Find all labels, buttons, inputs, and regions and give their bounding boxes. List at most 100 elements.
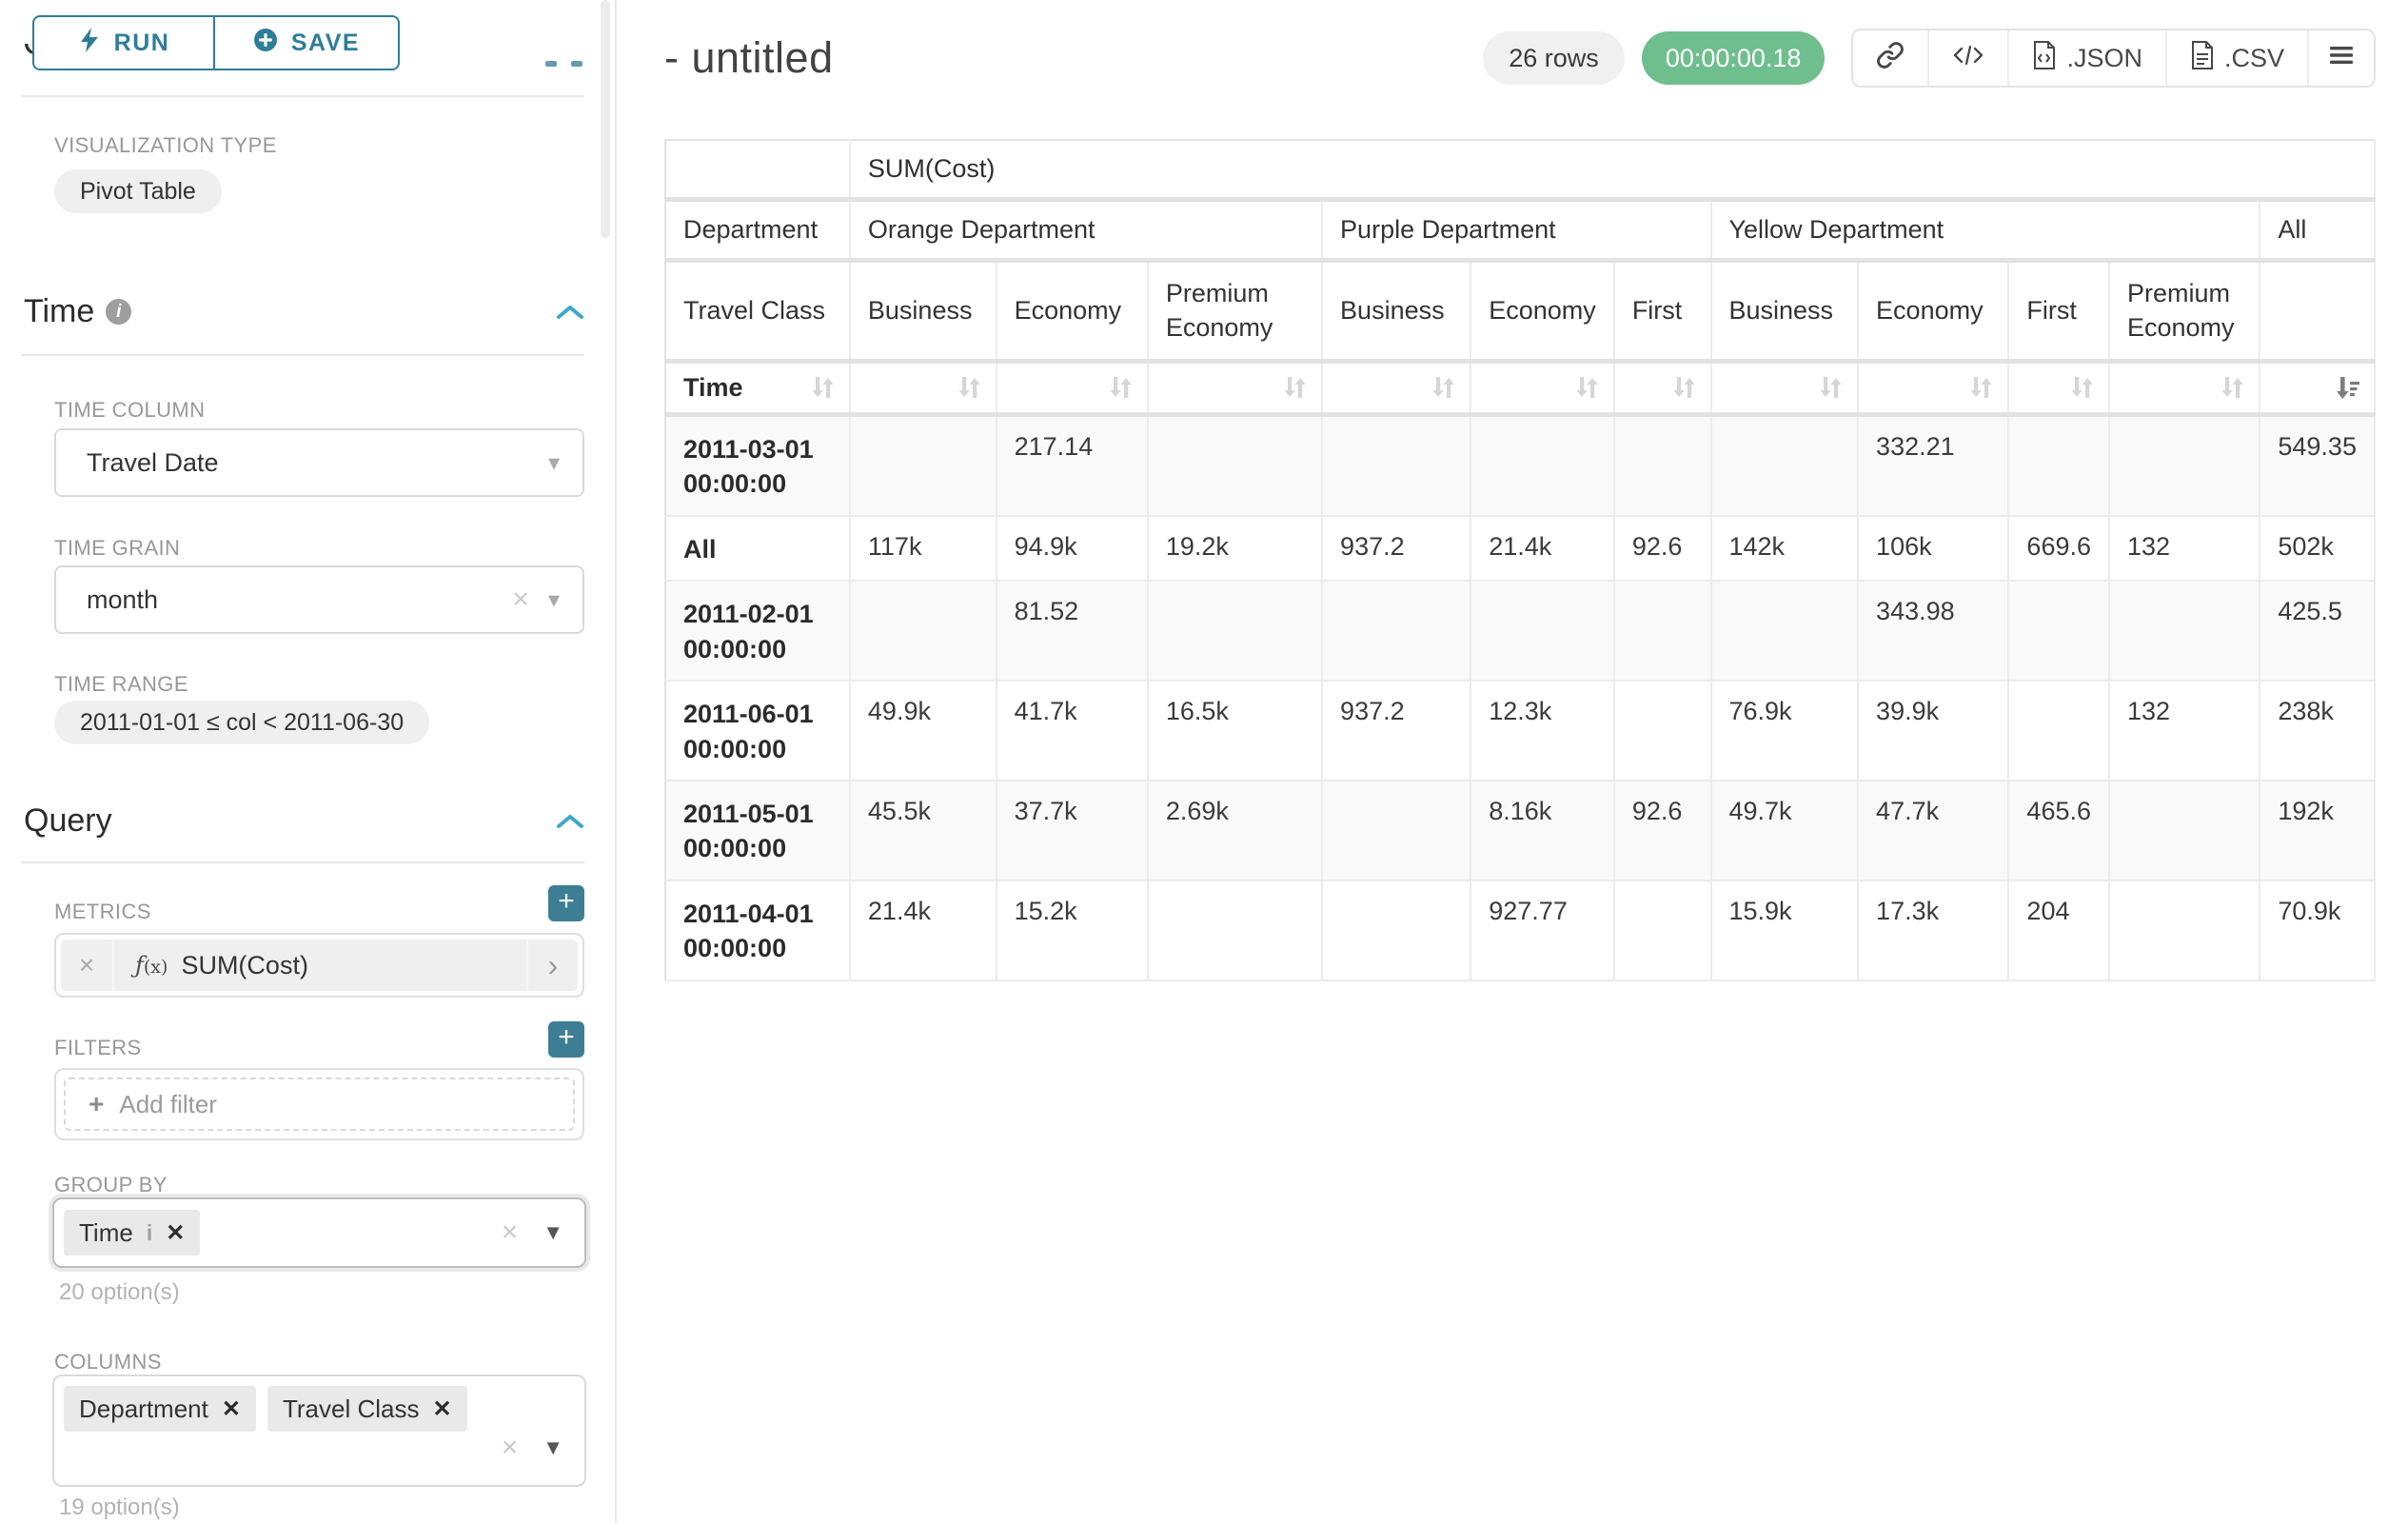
table-row: 2011-05-01 00:00:00 45.5k 37.7k 2.69k 8.16k 9… — [665, 780, 2376, 881]
value-cell: 70.9k — [2260, 880, 2376, 981]
collapse-time-section-icon[interactable] — [555, 303, 585, 326]
sort-icon[interactable] — [2220, 373, 2245, 402]
value-cell: 142k — [1710, 515, 1860, 583]
sort-icon[interactable] — [1819, 373, 1844, 402]
table-row: 2011-04-01 00:00:00 21.4k 15.2k 927.77 15.9k… — [665, 880, 2376, 981]
column-sort-cell[interactable] — [1613, 361, 1712, 417]
export-json-button[interactable]: .JSON — [2007, 30, 2165, 86]
column-sort-cell[interactable] — [1710, 361, 1860, 417]
add-metric-button[interactable]: + — [548, 885, 584, 921]
fx-icon: ƒ(x) — [135, 952, 168, 979]
table-row: 2011-02-01 00:00:00 81.52 343.98 425.5 — [665, 581, 2376, 682]
add-filter-button[interactable]: + Add filter — [64, 1078, 575, 1131]
column-sort-cell[interactable] — [2260, 361, 2376, 417]
value-cell: 343.98 — [1858, 581, 2010, 682]
value-cell: 106k — [1858, 515, 2010, 583]
value-cell: 927.77 — [1470, 880, 1615, 981]
column-sort-cell[interactable] — [2109, 361, 2261, 417]
run-button[interactable]: RUN — [32, 15, 213, 70]
column-sort-cell[interactable] — [996, 361, 1149, 417]
hamburger-menu-icon — [2328, 44, 2355, 73]
metrics-container: × ƒ(x) SUM(Cost) › — [54, 933, 584, 998]
column-sort-cell[interactable] — [849, 361, 997, 417]
row-header-cell: 2011-06-01 00:00:00 — [665, 681, 851, 781]
columns-select[interactable]: Department ✕ Travel Class ✕ × ▼ — [52, 1375, 586, 1487]
add-filter-plus-button[interactable]: + — [548, 1021, 584, 1058]
travel-class-header: First — [1613, 260, 1712, 364]
lightning-icon — [78, 27, 101, 60]
save-button[interactable]: SAVE — [213, 15, 400, 70]
value-cell — [1613, 581, 1712, 682]
value-cell: 19.2k — [1147, 515, 1324, 583]
clear-icon[interactable]: × — [501, 1432, 519, 1463]
value-cell: 45.5k — [849, 780, 997, 881]
tag-close-icon[interactable]: ✕ — [221, 1395, 241, 1422]
department-axis-label-cell: Department — [665, 199, 851, 263]
time-grain-select[interactable]: month × ▾ — [54, 565, 584, 634]
run-save-button-group: RUN SAVE — [32, 15, 400, 70]
code-icon — [1952, 42, 1984, 75]
filters-container: + Add filter — [54, 1068, 584, 1140]
table-row: All 117k 94.9k 19.2k 937.2 21.4k 92.6 142k 106k 6… — [665, 515, 2376, 583]
sort-icon[interactable] — [1672, 373, 1697, 402]
clear-icon[interactable]: × — [501, 1216, 519, 1248]
more-menu-button[interactable] — [2307, 30, 2374, 86]
value-cell: 2.69k — [1147, 780, 1324, 881]
value-cell: 92.6 — [1613, 780, 1712, 881]
column-sort-cell[interactable] — [2008, 361, 2110, 417]
time-range-label: TIME RANGE — [54, 672, 188, 696]
value-cell: 12.3k — [1470, 681, 1615, 781]
visualization-type-pill[interactable]: Pivot Table — [54, 169, 222, 213]
column-sort-cell[interactable] — [1147, 361, 1324, 417]
group-by-select[interactable]: Time i ✕ × ▼ — [52, 1197, 586, 1268]
value-cell — [1147, 880, 1324, 981]
view-query-button[interactable] — [1927, 30, 2007, 86]
time-range-pill[interactable]: 2011-01-01 ≤ col < 2011-06-30 — [54, 701, 430, 744]
value-cell: 937.2 — [1322, 515, 1472, 583]
time-sort-header-cell[interactable]: Time — [665, 361, 851, 417]
sort-icon[interactable] — [1431, 373, 1456, 402]
sort-icon[interactable] — [1969, 373, 1994, 402]
sort-descending-icon[interactable] — [2336, 373, 2360, 402]
info-icon: i — [106, 299, 132, 325]
caret-down-icon[interactable]: ▼ — [543, 1435, 563, 1459]
tag-close-icon[interactable]: ✕ — [166, 1219, 186, 1246]
travel-class-header: Business — [1710, 260, 1860, 364]
columns-tag-department[interactable]: Department ✕ — [64, 1386, 256, 1432]
value-cell: 549.35 — [2260, 414, 2376, 517]
collapse-query-section-icon[interactable] — [555, 812, 585, 836]
value-cell: 41.7k — [996, 681, 1149, 781]
column-sort-cell[interactable] — [1858, 361, 2010, 417]
sort-icon[interactable] — [1575, 373, 1600, 402]
sort-icon[interactable] — [811, 373, 836, 402]
sort-icon[interactable] — [957, 373, 982, 402]
column-sort-cell[interactable] — [1470, 361, 1615, 417]
sort-icon[interactable] — [1109, 373, 1134, 402]
value-cell — [1710, 414, 1860, 517]
clear-icon[interactable]: × — [512, 583, 529, 615]
columns-label: COLUMNS — [54, 1350, 162, 1374]
tag-close-icon[interactable]: ✕ — [432, 1395, 452, 1422]
value-cell: 37.7k — [996, 780, 1149, 881]
metric-pill[interactable]: × ƒ(x) SUM(Cost) › — [61, 940, 578, 991]
value-cell: 15.2k — [996, 880, 1149, 981]
time-column-select[interactable]: Travel Date ▾ — [54, 428, 584, 497]
caret-down-icon[interactable]: ▼ — [543, 1220, 563, 1244]
expand-metric-icon[interactable]: › — [526, 940, 578, 991]
chart-panel: - untitled 26 rows 00:00:00.18 — [617, 0, 2408, 1523]
value-cell — [1613, 681, 1712, 781]
caret-down-icon[interactable]: ▾ — [547, 449, 560, 476]
department-group-header: Purple Department — [1322, 199, 1712, 263]
column-sort-cell[interactable] — [1322, 361, 1472, 417]
remove-metric-icon[interactable]: × — [61, 940, 114, 991]
share-link-button[interactable] — [1853, 30, 1927, 86]
sidebar-scrollbar[interactable] — [601, 0, 610, 238]
caret-down-icon[interactable]: ▾ — [547, 586, 560, 613]
chart-title[interactable]: - untitled — [664, 33, 834, 82]
sort-icon[interactable] — [1283, 373, 1308, 402]
table-row: 2011-06-01 00:00:00 49.9k 41.7k 16.5k 937.2 1… — [665, 681, 2376, 781]
sort-icon[interactable] — [2070, 373, 2095, 402]
export-csv-button[interactable]: .CSV — [2164, 30, 2307, 86]
columns-tag-travel-class[interactable]: Travel Class ✕ — [266, 1386, 467, 1432]
group-by-tag-time[interactable]: Time i ✕ — [64, 1210, 201, 1256]
